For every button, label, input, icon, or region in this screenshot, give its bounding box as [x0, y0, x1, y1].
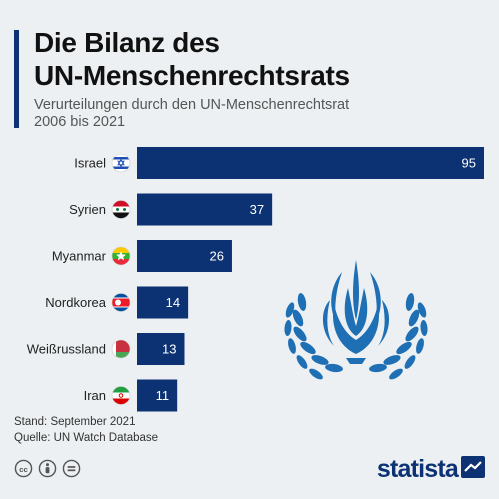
- value-label: 13: [162, 342, 176, 357]
- subtitle: Verurteilungen durch den UN-Menschenrech…: [34, 97, 349, 131]
- title-line-2: UN-Menschenrechtsrats: [34, 60, 350, 91]
- statista-mark-icon: [461, 455, 485, 483]
- bar-iran: [137, 379, 178, 412]
- bar-syrien: [137, 193, 273, 226]
- page-title: Die Bilanz des UN-Menschenrechtsrats: [34, 26, 350, 92]
- license-icons: cc: [14, 459, 81, 478]
- category-label: Israel: [74, 156, 106, 171]
- belarus-flag-icon: [111, 339, 131, 359]
- noderivs-icon: [62, 459, 81, 478]
- subtitle-line-1: Verurteilungen durch den UN-Menschenrech…: [34, 97, 350, 113]
- myanmar-flag-icon-outline: [111, 246, 131, 266]
- attribution-icon: [38, 459, 57, 478]
- north-korea-flag-icon-outline: [111, 293, 131, 312]
- subtitle-line-2: 2006 bis 2021: [34, 114, 126, 130]
- iran-flag-icon: [111, 386, 131, 405]
- bar-israel: [137, 147, 484, 179]
- category-label: Myanmar: [52, 249, 107, 264]
- value-label: 11: [156, 388, 170, 403]
- syria-flag-icon-outline: [111, 200, 131, 219]
- category-label: Iran: [84, 388, 106, 403]
- svg-text:cc: cc: [19, 465, 27, 474]
- footer: Stand: September 2021 Quelle: UN Watch D…: [14, 414, 158, 446]
- myanmar-flag-icon: [111, 246, 131, 266]
- north-korea-flag-icon: [111, 293, 131, 312]
- category-label: Weißrussland: [27, 342, 106, 357]
- value-label: 95: [462, 156, 476, 171]
- belarus-flag-icon-outline: [111, 339, 131, 359]
- israel-flag-icon: [111, 153, 131, 173]
- israel-flag-icon-outline: [111, 153, 131, 173]
- source-note: Quelle: UN Watch Database: [14, 432, 159, 444]
- brand-name: statista: [376, 455, 459, 483]
- bar-myanmar: [137, 240, 232, 272]
- bar-nordkorea: [137, 286, 189, 319]
- statista-logo: statista: [377, 455, 485, 483]
- value-label: 37: [250, 202, 264, 217]
- cc-icon: cc: [14, 459, 33, 478]
- value-label: 26: [209, 249, 223, 264]
- value-label: 14: [166, 295, 180, 310]
- un-human-rights-council-logo: [284, 260, 428, 380]
- bar-weißrussland: [137, 333, 185, 365]
- stand-note: Stand: September 2021: [14, 416, 136, 428]
- category-label: Syrien: [69, 202, 106, 217]
- syria-flag-icon: [111, 200, 131, 219]
- iran-flag-icon-outline: [111, 386, 131, 405]
- title-accent-bar: [14, 30, 19, 128]
- category-label: Nordkorea: [45, 295, 106, 310]
- title-line-1: Die Bilanz des: [34, 27, 220, 58]
